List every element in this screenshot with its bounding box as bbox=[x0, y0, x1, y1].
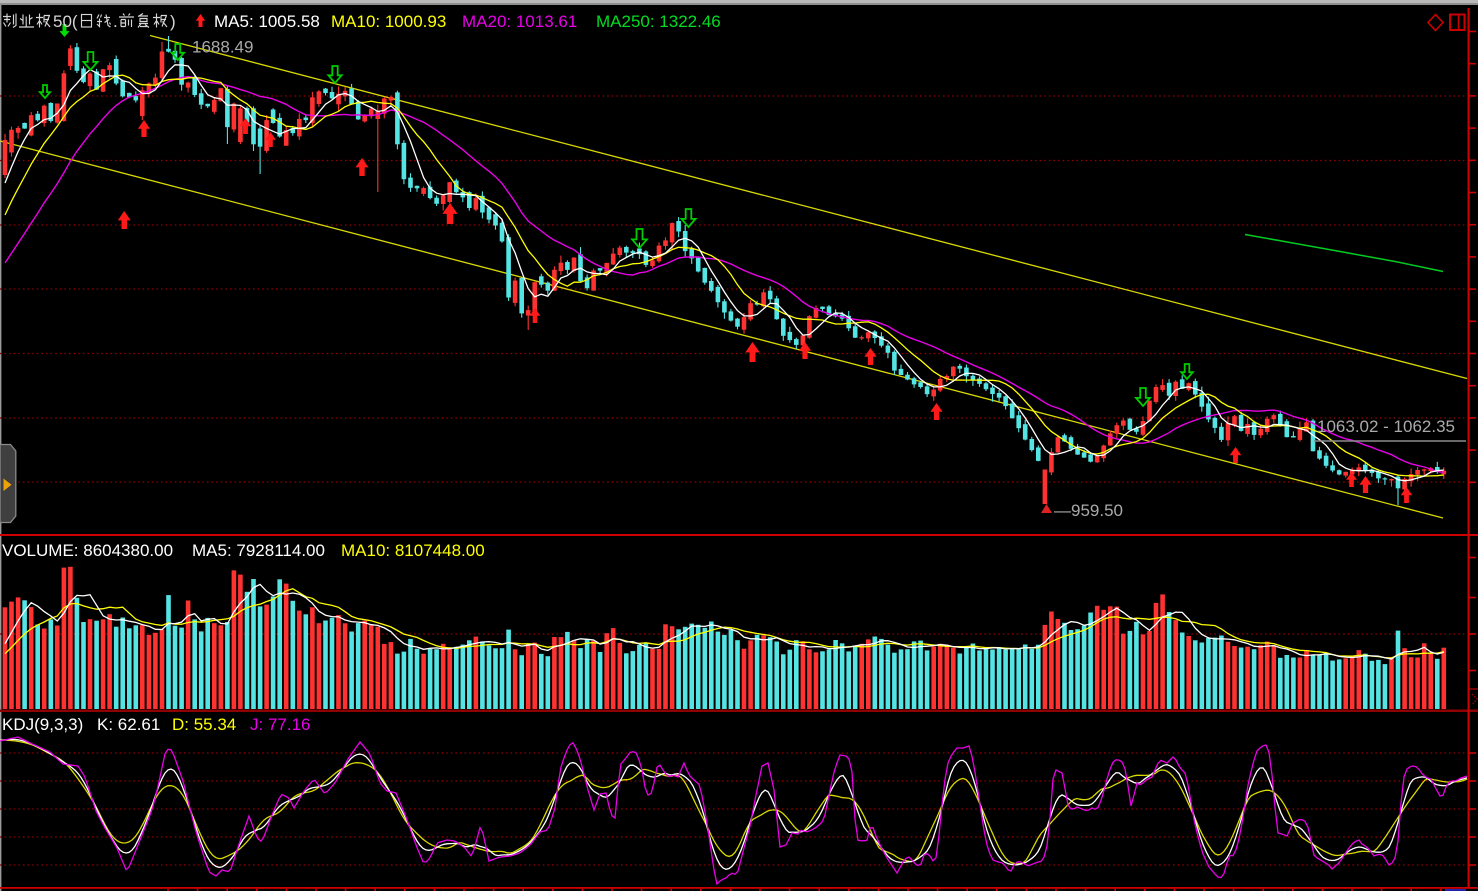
svg-text:1688.49: 1688.49 bbox=[192, 38, 253, 57]
svg-text:MA5: 1005.58: MA5: 1005.58 bbox=[214, 12, 320, 31]
svg-text:D: 55.34: D: 55.34 bbox=[172, 715, 236, 734]
svg-text:—959.50: —959.50 bbox=[1054, 501, 1123, 520]
svg-text:VOLUME: 8604380.00: VOLUME: 8604380.00 bbox=[2, 541, 173, 560]
svg-text:1063.02 - 1062.35: 1063.02 - 1062.35 bbox=[1317, 417, 1455, 436]
svg-text:K: 62.61: K: 62.61 bbox=[97, 715, 160, 734]
svg-text:): ) bbox=[170, 12, 176, 31]
svg-text:J: 77.16: J: 77.16 bbox=[250, 715, 311, 734]
svg-text:KDJ(9,3,3): KDJ(9,3,3) bbox=[2, 715, 83, 734]
svg-text:MA250: 1322.46: MA250: 1322.46 bbox=[596, 12, 721, 31]
svg-text:MA10: 1000.93: MA10: 1000.93 bbox=[331, 12, 446, 31]
svg-text:MA20: 1013.61: MA20: 1013.61 bbox=[462, 12, 577, 31]
svg-text:MA5: 7928114.00: MA5: 7928114.00 bbox=[192, 541, 325, 560]
svg-text:MA10: 8107448.00: MA10: 8107448.00 bbox=[341, 541, 485, 560]
svg-text:.: . bbox=[113, 12, 118, 31]
svg-text:50(: 50( bbox=[53, 12, 78, 31]
